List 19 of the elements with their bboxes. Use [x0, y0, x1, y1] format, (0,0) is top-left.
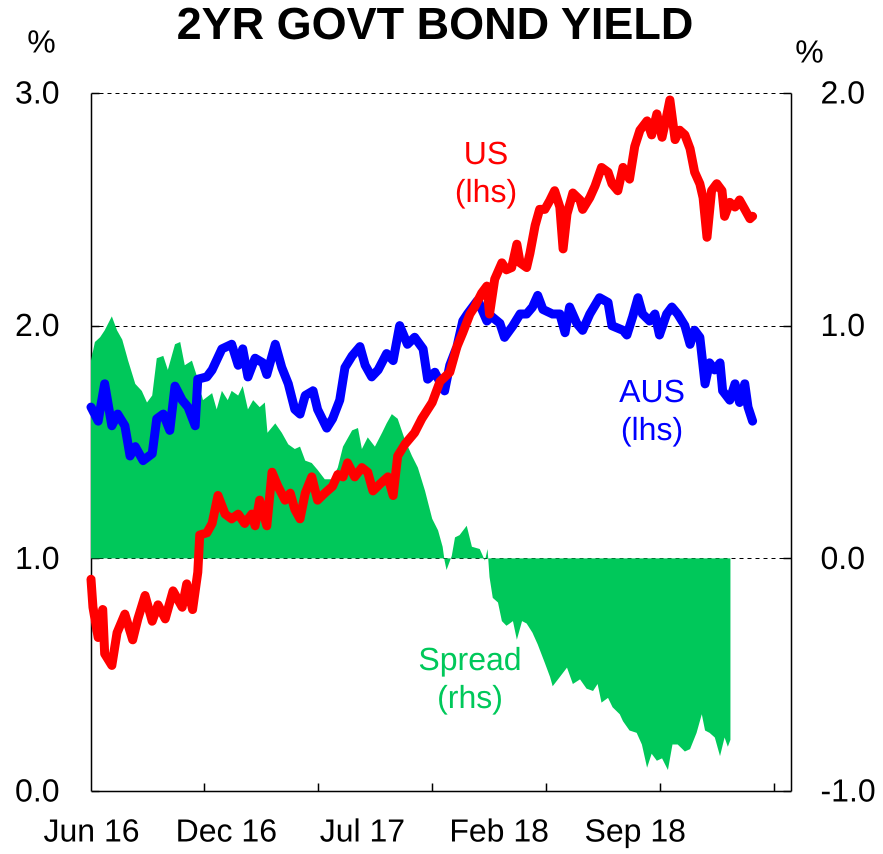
y-tick-label: 0.0: [15, 772, 60, 808]
y2-tick-label: 0.0: [820, 540, 865, 576]
series-label: US (lhs): [454, 135, 518, 209]
series-label: Spread (rhs): [418, 641, 522, 715]
x-tick-label: Feb 18: [449, 812, 549, 848]
chart-title: 2YR GOVT BOND YIELD: [176, 0, 694, 49]
x-tick-label: Jun 16: [43, 812, 140, 848]
y-tick-label: 3.0: [15, 74, 60, 110]
y-tick-label: 1.0: [15, 540, 60, 576]
y2-tick-label: 2.0: [820, 74, 865, 110]
x-tick-label: Jul 17: [320, 812, 406, 848]
y-axis-title: %: [27, 24, 56, 60]
y2-axis-title: %: [795, 34, 824, 70]
series-label: AUS (lhs): [619, 373, 685, 447]
y2-tick-label: -1.0: [820, 772, 876, 808]
y2-tick-label: 1.0: [820, 307, 865, 344]
y-tick-label: 2.0: [15, 307, 60, 344]
x-tick-label: Sep 18: [584, 812, 686, 848]
x-tick-label: Dec 16: [176, 812, 277, 848]
